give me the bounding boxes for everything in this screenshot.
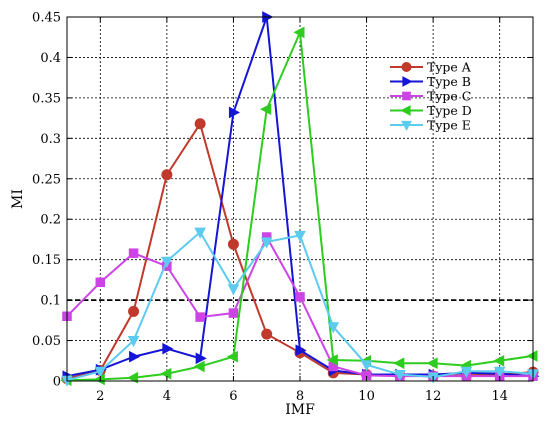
grid <box>67 17 533 381</box>
series-5 <box>61 227 539 387</box>
x-tick-label: 6 <box>229 389 237 404</box>
data-point <box>394 370 406 382</box>
y-tick-label: 0.35 <box>32 91 61 106</box>
legend-item: Type B <box>390 74 471 89</box>
legend-marker <box>401 62 412 72</box>
legend-marker <box>402 91 411 101</box>
y-tick-label: 0.15 <box>32 253 61 268</box>
y-axis-ticks: 0 0.05 0.1 0.15 0.2 0.25 0.3 0.35 0.4 0.45 <box>32 11 533 390</box>
data-point <box>293 26 305 39</box>
data-point <box>493 354 505 367</box>
data-point <box>193 360 205 373</box>
y-tick-label: 0 <box>53 375 61 390</box>
y-tick-label: 0.05 <box>32 334 61 349</box>
y-tick-label: 0.45 <box>32 11 61 26</box>
data-point <box>161 256 173 268</box>
data-point <box>493 366 506 378</box>
x-tick-label: 10 <box>358 389 375 404</box>
data-point <box>95 277 106 288</box>
data-point <box>260 237 273 249</box>
data-point <box>295 292 305 302</box>
data-point <box>295 344 307 357</box>
y-tick-label: 0.25 <box>32 172 61 187</box>
y-tick-label: 0.1 <box>40 294 61 309</box>
y-tick-label: 0.4 <box>40 51 61 66</box>
x-tick-label: 2 <box>96 389 104 404</box>
data-point <box>327 322 340 334</box>
legend-label: Type B <box>427 74 471 89</box>
data-point <box>93 373 105 386</box>
data-point <box>261 328 273 340</box>
y-tick-label: 0.2 <box>40 213 61 228</box>
data-point <box>393 357 405 370</box>
data-point <box>194 227 206 239</box>
x-tick-label: 12 <box>425 389 442 404</box>
legend-marker <box>402 76 413 87</box>
data-point <box>360 360 373 372</box>
y-tick-label: 0.3 <box>40 132 61 147</box>
data-point <box>195 312 205 322</box>
data-point <box>129 350 141 363</box>
x-tick-label: 14 <box>491 389 508 404</box>
legend-label: Type D <box>427 103 472 118</box>
data-point <box>326 354 338 366</box>
legend-item: Type D <box>390 103 472 118</box>
data-point <box>460 366 473 378</box>
legend-label: Type A <box>427 60 472 75</box>
legend-label: Type E <box>427 118 471 133</box>
data-point <box>228 106 241 119</box>
data-point <box>94 366 107 378</box>
x-axis-ticks: 2 4 6 8 10 12 14 <box>96 17 508 404</box>
data-point <box>161 169 173 181</box>
legend-label: Type C <box>427 89 471 104</box>
y-axis-label: MI <box>10 189 26 209</box>
series-group <box>60 11 540 387</box>
data-point <box>260 103 272 116</box>
x-tick-label: 8 <box>296 389 304 404</box>
data-point <box>128 248 139 258</box>
x-tick-label: 4 <box>163 389 171 404</box>
x-axis-label: IMF <box>285 402 315 418</box>
data-point <box>226 350 238 363</box>
data-point <box>162 342 174 355</box>
data-point <box>227 284 240 296</box>
data-point <box>294 230 306 242</box>
legend-item: Type E <box>390 118 471 133</box>
data-point <box>227 238 239 250</box>
data-point <box>126 371 139 384</box>
data-point <box>128 305 140 317</box>
legend-marker <box>400 105 411 116</box>
data-point <box>526 350 538 362</box>
data-point <box>160 367 172 380</box>
legend-item: Type A <box>390 60 472 75</box>
data-point <box>195 352 207 365</box>
data-point <box>127 336 140 348</box>
data-point <box>228 308 239 318</box>
legend-item: Type C <box>390 89 471 104</box>
data-point <box>426 357 438 370</box>
legend-marker <box>401 120 412 132</box>
data-point <box>194 118 206 130</box>
